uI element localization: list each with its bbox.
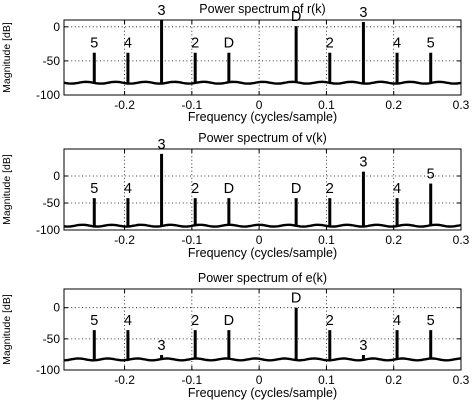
noise-floor-line xyxy=(63,357,462,362)
x-axis-label: Frequency (cycles/sample) xyxy=(188,386,337,400)
axes-frame xyxy=(63,19,462,96)
peak-label: 4 xyxy=(124,181,132,197)
peak-label: 5 xyxy=(90,36,98,52)
x-tick-label: 0 xyxy=(256,98,263,112)
x-tick-label: -0.1 xyxy=(182,233,203,247)
peak-label: 5 xyxy=(90,181,98,197)
x-tick-label: 0.1 xyxy=(318,233,335,247)
peak-label: 4 xyxy=(393,36,401,52)
y-tick-label: 0 xyxy=(53,20,60,34)
peak-label: 4 xyxy=(124,313,132,329)
peak-label: 4 xyxy=(393,313,401,329)
x-tick-label: -0.1 xyxy=(182,98,203,112)
x-tick-label: 0.3 xyxy=(453,233,470,247)
chart-title: Power spectrum of v(k) xyxy=(198,131,327,145)
y-axis-label: Magnitude [dB] xyxy=(1,154,13,225)
y-axis-label: Magnitude [dB] xyxy=(1,294,13,365)
x-tick-label: 0.2 xyxy=(385,98,402,112)
spectrum-panel-3: 5 4 3 2 D D 2 3 4 5 -0.2 -0.1 0 0.1 0.2 0.3 -100 -50 0 Powe… xyxy=(1,271,470,400)
spectrum-panel-1: 5 4 3 2 D D 2 3 4 5 -0.2 -0.1 0 0.1 0.2 0.3 -100 -50 0 Powe… xyxy=(1,2,470,124)
peak-label: D xyxy=(291,181,301,197)
x-tick-label: 0.2 xyxy=(385,233,402,247)
peak-label: 2 xyxy=(191,36,199,52)
peak-label: D xyxy=(224,36,234,52)
x-tick-label: -0.1 xyxy=(182,373,203,387)
chart-title: Power spectrum of e(k) xyxy=(198,271,327,285)
x-tick-label: 0.1 xyxy=(318,373,335,387)
y-tick-label: 0 xyxy=(53,301,60,315)
y-axis-label: Magnitude [dB] xyxy=(1,22,13,93)
peak-label: 5 xyxy=(427,313,435,329)
peak-label: 2 xyxy=(326,36,334,52)
peak-label: D xyxy=(224,181,234,197)
x-tick-label: -0.2 xyxy=(114,233,135,247)
peak-label: 5 xyxy=(90,313,98,329)
peak-label: D xyxy=(224,313,234,329)
y-tick-label: -100 xyxy=(36,363,60,377)
peak-label: 3 xyxy=(359,155,367,171)
x-tick-label: -0.2 xyxy=(114,98,135,112)
x-tick-label: 0.3 xyxy=(453,98,470,112)
peak-label: 2 xyxy=(191,181,199,197)
y-tick-label: -50 xyxy=(43,332,61,346)
peak-label: 5 xyxy=(427,36,435,52)
x-tick-label: 0.3 xyxy=(453,373,470,387)
y-tick-label: -100 xyxy=(36,88,60,102)
peak-label: 4 xyxy=(124,36,132,52)
peak-label: 3 xyxy=(158,3,166,19)
peak-label: 3 xyxy=(359,338,367,354)
y-tick-label: -50 xyxy=(43,54,61,68)
x-tick-label: 0.1 xyxy=(318,98,335,112)
y-tick-label: -50 xyxy=(43,196,61,210)
chart-title: Power spectrum of r(k) xyxy=(199,2,325,16)
peak-label: 2 xyxy=(191,313,199,329)
peak-label: 4 xyxy=(393,181,401,197)
axes-frame xyxy=(63,148,462,231)
axes-frame xyxy=(63,288,462,371)
y-tick-label: -100 xyxy=(36,223,60,237)
peak-label: D xyxy=(291,291,301,307)
peak-label: D xyxy=(291,9,301,25)
peak-label: 2 xyxy=(326,181,334,197)
x-tick-label: 0.2 xyxy=(385,373,402,387)
peak-label: 3 xyxy=(359,5,367,21)
noise-floor-line xyxy=(63,80,462,85)
peak-label: 3 xyxy=(158,338,166,354)
x-axis-label: Frequency (cycles/sample) xyxy=(188,246,337,260)
x-tick-label: 0 xyxy=(256,233,263,247)
peak-label: 2 xyxy=(326,313,334,329)
spectrum-panel-2: 5 4 3 2 D D 2 3 4 5 -0.2 -0.1 0 0.1 0.2 0.3 -100 -50 0 Powe… xyxy=(1,131,470,260)
x-tick-label: -0.2 xyxy=(114,373,135,387)
x-tick-label: 0 xyxy=(256,373,263,387)
peak-label: 5 xyxy=(427,167,435,183)
noise-floor-line xyxy=(63,223,462,228)
y-tick-label: 0 xyxy=(53,169,60,183)
x-axis-label: Frequency (cycles/sample) xyxy=(188,110,337,124)
peak-label: 3 xyxy=(158,137,166,153)
